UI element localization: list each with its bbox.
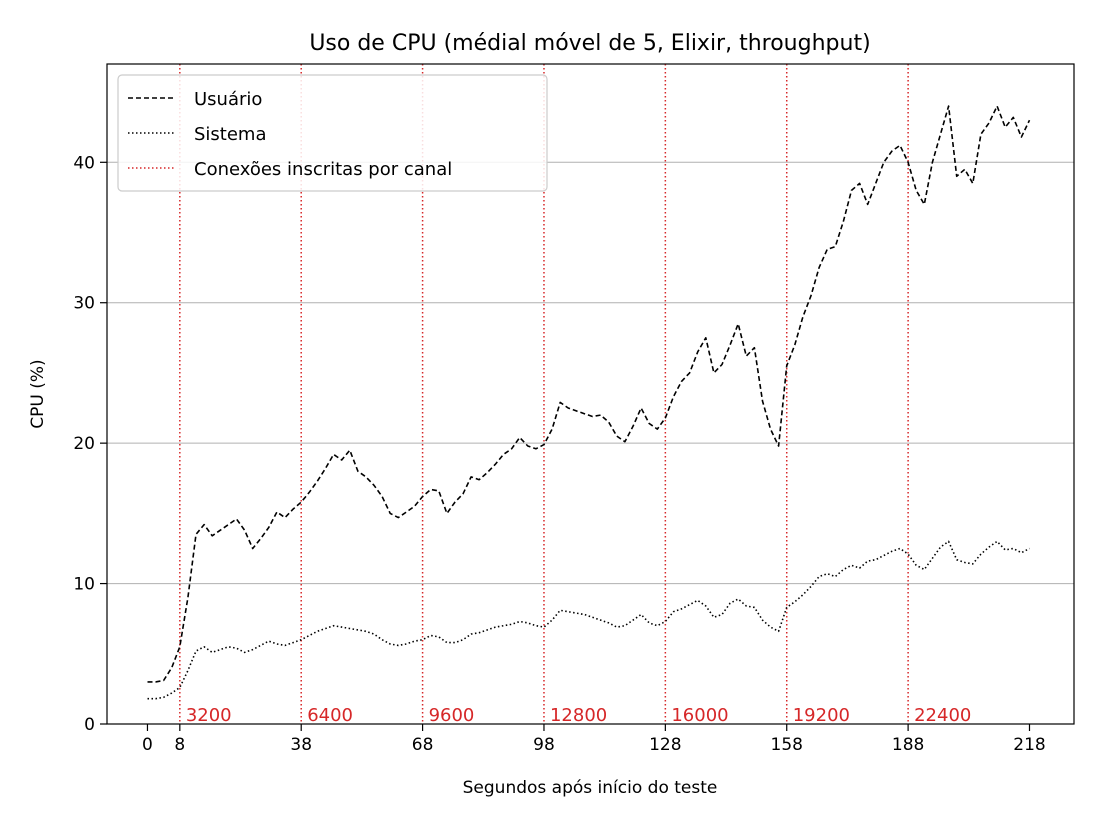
x-tick-label: 68: [412, 735, 434, 755]
series-line-usuario: [147, 105, 1031, 683]
y-tick-label: 40: [73, 153, 95, 173]
connection-marker-label: 3200: [186, 705, 232, 726]
legend: Usuário Sistema Conexões inscritas por c…: [117, 74, 548, 192]
connection-marker-label: 9600: [429, 705, 475, 726]
x-tick-label: 188: [892, 735, 924, 755]
connection-marker-label: 16000: [671, 705, 728, 726]
series-line-sistema: [147, 540, 1030, 700]
connection-marker-label: 6400: [307, 705, 353, 726]
grid-lines: [107, 161, 1074, 585]
y-tick-label: 10: [73, 575, 95, 595]
connection-marker-label: 19200: [793, 705, 850, 726]
y-tick-label: 0: [84, 715, 95, 735]
x-tick-label: 98: [533, 735, 555, 755]
y-tick-label: 20: [73, 434, 95, 454]
chart-title: Uso de CPU (médial móvel de 5, Elixir, t…: [309, 31, 870, 56]
connection-marker-label: 12800: [550, 705, 607, 726]
legend-box: [117, 74, 548, 192]
series-lines: [147, 105, 1031, 700]
y-axis-label: CPU (%): [28, 359, 48, 428]
x-tick-label: 158: [771, 735, 803, 755]
connection-markers: 3200 6400 9600 12800 16000 19200 22400: [179, 64, 971, 726]
y-tick-label: 30: [73, 294, 95, 314]
x-tick-label: 218: [1013, 735, 1045, 755]
legend-label-conexoes: Conexões inscritas por canal: [194, 159, 452, 180]
x-tick-label: 38: [290, 735, 312, 755]
legend-label-usuario: Usuário: [194, 89, 262, 110]
connection-marker-label: 22400: [914, 705, 971, 726]
plot-frame: [106, 63, 1075, 725]
x-tick-label: 128: [649, 735, 681, 755]
axis-ticks: 0 10 20 30 40 0 8 38 68 98 128 158 188 218: [73, 153, 1045, 755]
x-tick-label: 8: [174, 735, 185, 755]
x-axis-label: Segundos após início do teste: [463, 778, 718, 798]
legend-label-sistema: Sistema: [194, 124, 267, 145]
x-tick-label: 0: [142, 735, 153, 755]
